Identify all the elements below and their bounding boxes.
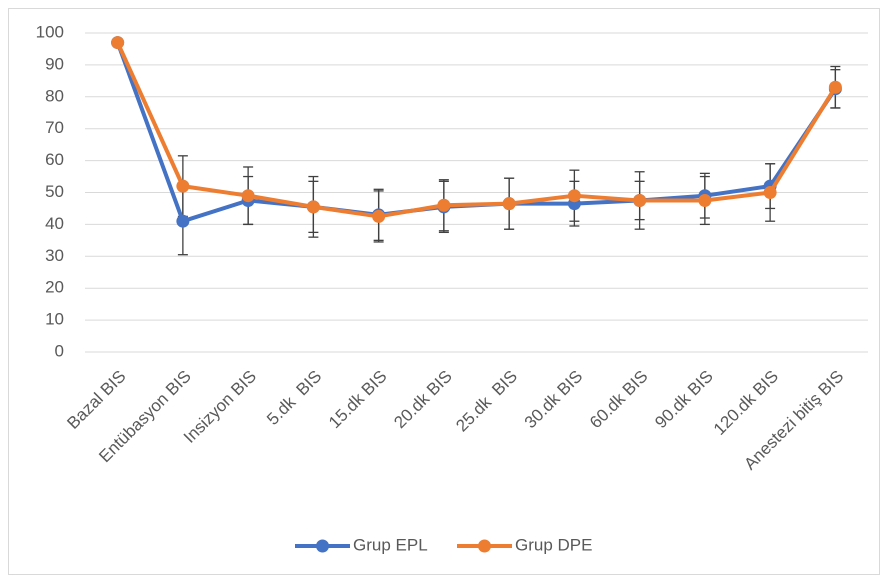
marker — [241, 189, 255, 203]
y-tick-label: 90 — [45, 54, 64, 73]
marker — [306, 200, 320, 214]
marker — [763, 186, 777, 199]
y-tick-label: 30 — [45, 246, 64, 265]
legend-marker — [316, 539, 329, 553]
marker — [698, 193, 712, 207]
marker — [502, 197, 516, 211]
y-tick-label: 40 — [45, 214, 64, 233]
series-line — [115, 41, 838, 219]
y-tick-label: 70 — [45, 118, 64, 137]
marker — [437, 198, 451, 212]
y-tick-label: 0 — [55, 341, 64, 360]
y-tick-label: 20 — [45, 278, 64, 297]
marker — [828, 80, 842, 94]
marker — [372, 209, 386, 223]
y-tick-label: 100 — [36, 22, 64, 41]
y-tick-label: 60 — [45, 150, 64, 169]
legend-marker — [478, 539, 491, 553]
marker — [567, 189, 581, 203]
marker — [111, 36, 125, 50]
y-tick-label: 10 — [45, 310, 64, 329]
marker — [633, 193, 647, 207]
y-tick-label: 50 — [45, 182, 64, 201]
legend-label: Grup EPL — [353, 535, 428, 554]
chart-frame — [8, 8, 880, 575]
legend-label: Grup DPE — [515, 535, 592, 554]
marker — [176, 214, 190, 228]
y-tick-label: 80 — [45, 86, 64, 105]
marker — [176, 179, 190, 193]
